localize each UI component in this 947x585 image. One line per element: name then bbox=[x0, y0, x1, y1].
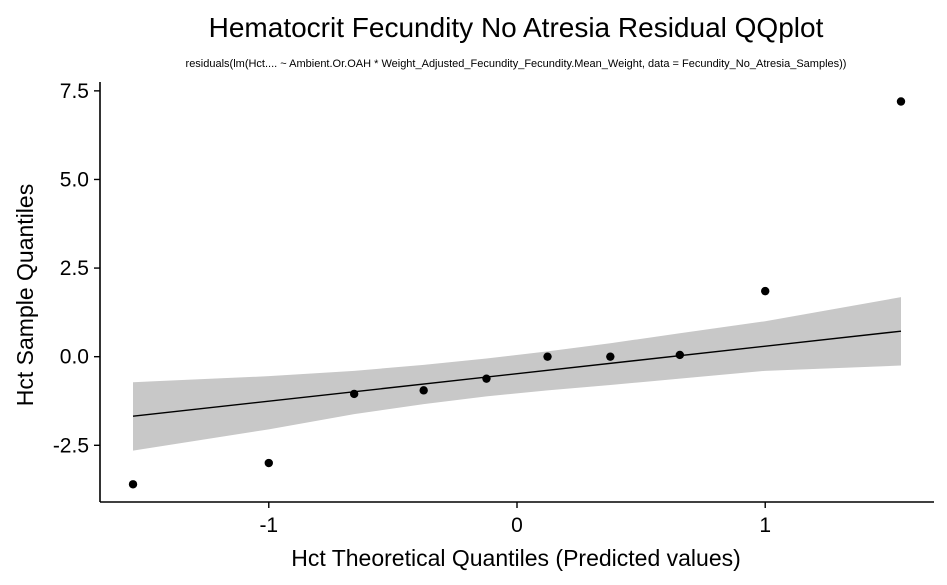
chart-title: Hematocrit Fecundity No Atresia Residual… bbox=[209, 12, 824, 43]
x-tick-label: 1 bbox=[759, 514, 771, 537]
data-point bbox=[419, 386, 428, 395]
x-tick-label: 0 bbox=[511, 514, 523, 537]
y-tick-label: 0.0 bbox=[60, 346, 89, 369]
data-point bbox=[264, 458, 273, 468]
y-tick-label: 5.0 bbox=[60, 168, 89, 191]
plot-area: -2.5 0.0 2.5 5.0 7.5 -1 0 1 bbox=[53, 80, 934, 537]
data-point bbox=[675, 350, 685, 360]
data-point bbox=[482, 374, 491, 383]
data-point bbox=[128, 480, 138, 489]
x-axis-title: Hct Theoretical Quantiles (Predicted val… bbox=[291, 545, 741, 571]
reference-line bbox=[132, 330, 902, 417]
chart-subtitle: residuals(lm(Hct.... ~ Ambient.Or.OAH * … bbox=[186, 58, 847, 70]
y-axis-title: Hct Sample Quantiles bbox=[12, 184, 38, 406]
data-point bbox=[606, 352, 615, 361]
y-tick-label: 2.5 bbox=[60, 257, 89, 280]
data-point bbox=[543, 352, 552, 361]
data-point bbox=[896, 97, 906, 106]
y-tick-label: -2.5 bbox=[53, 434, 89, 457]
x-tick-label: -1 bbox=[259, 514, 278, 537]
data-point bbox=[349, 389, 359, 399]
y-tick-label: 7.5 bbox=[60, 80, 89, 103]
data-point bbox=[761, 286, 770, 296]
